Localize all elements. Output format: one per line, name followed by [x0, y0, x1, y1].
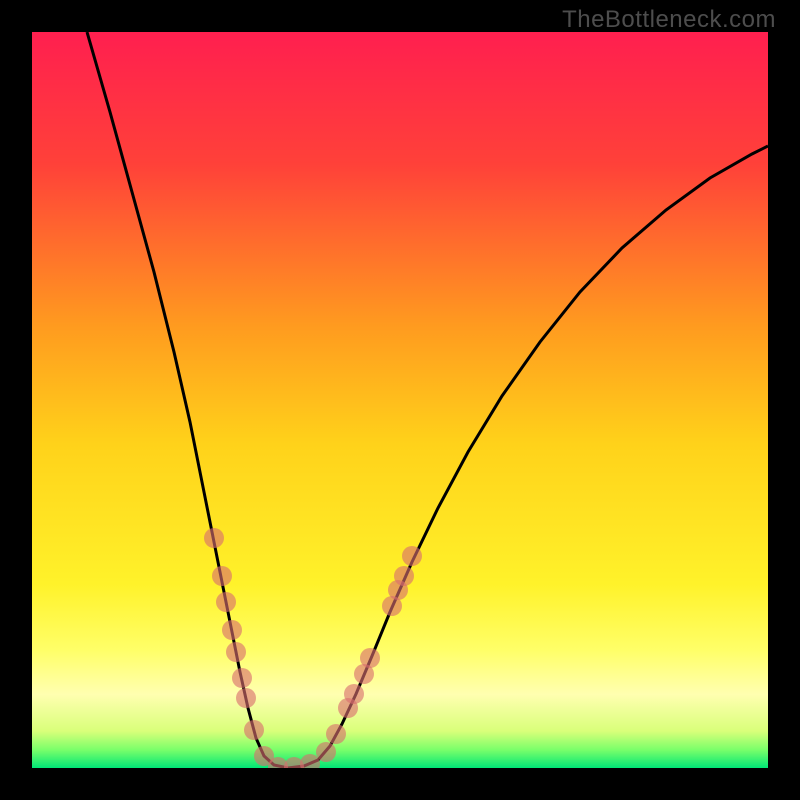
- marker-dot: [236, 688, 256, 708]
- watermark-text: TheBottleneck.com: [562, 6, 776, 34]
- marker-dot: [204, 528, 224, 548]
- marker-dot: [360, 648, 380, 668]
- marker-dot: [222, 620, 242, 640]
- marker-dot: [326, 724, 346, 744]
- marker-dot: [232, 668, 252, 688]
- marker-dot: [226, 642, 246, 662]
- plot-area: [32, 32, 768, 768]
- marker-dot: [316, 742, 336, 762]
- marker-dot: [244, 720, 264, 740]
- marker-dot: [212, 566, 232, 586]
- marker-dot: [394, 566, 414, 586]
- marker-dot: [216, 592, 236, 612]
- marker-dot: [344, 684, 364, 704]
- plot-svg: [32, 32, 768, 768]
- left-curve: [87, 32, 288, 768]
- marker-dot: [402, 546, 422, 566]
